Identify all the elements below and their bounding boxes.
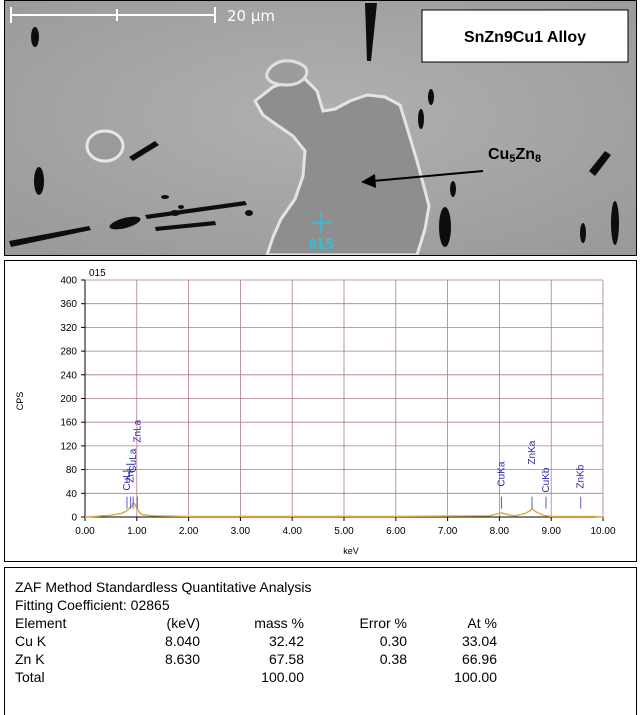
table-row: Zn K 8.630 67.58 0.38 66.96 [15, 650, 497, 668]
analysis-spot-crosshair [311, 213, 331, 233]
spectrum-title: 015 [89, 268, 106, 279]
cell-element: Zn K [15, 651, 45, 667]
x-tick-label: 3.00 [231, 526, 251, 537]
phase-arrow [372, 170, 484, 182]
cell-total-error [304, 668, 407, 686]
y-tick-label: 320 [60, 323, 77, 334]
dark-needles [9, 3, 619, 247]
phase-arrowhead [361, 174, 376, 188]
cell-kev: 8.040 [164, 633, 200, 649]
x-tick-label: 8.00 [490, 526, 510, 537]
x-tick-label: 9.00 [541, 526, 561, 537]
cu5zn8-phase [253, 77, 431, 255]
x-axis-title: keV [343, 546, 359, 556]
y-tick-label: 360 [60, 299, 77, 310]
eds-spectrum-chart: 0.00 1.00 2.00 3.00 4.00 5.00 6.00 7.00 8.00 9.00… [15, 268, 616, 556]
x-tick-label: 0.00 [75, 526, 95, 537]
col-header-element: Element [15, 615, 67, 631]
y-tick-label: 400 [60, 276, 77, 287]
table-row: Cu K 8.040 32.42 0.30 33.04 [15, 632, 497, 650]
y-tick-label: 200 [60, 394, 77, 405]
cell-error: 0.38 [379, 651, 407, 667]
method-title: ZAF Method Standardless Quantitative Ana… [15, 579, 312, 595]
micrograph-image: 20 µm SnZn9Cu1 Alloy Cu5Zn8 015 [5, 1, 636, 255]
y-tick-label: 0 [71, 513, 77, 524]
cell-mass: 67.58 [268, 651, 304, 667]
scale-bar [10, 7, 216, 23]
fitting-coefficient: Fitting Coefficient: 02865 [15, 597, 170, 613]
scale-bar-label: 20 µm [227, 7, 275, 25]
cell-total-at: 100.00 [454, 669, 497, 685]
peak-label: ZnKb [576, 464, 587, 488]
analysis-spot-label: 015 [308, 237, 333, 253]
cell-at: 33.04 [461, 633, 497, 649]
cell-total-label: Total [15, 669, 45, 685]
cell-kev: 8.630 [164, 651, 200, 667]
x-tick-label: 6.00 [386, 526, 406, 537]
peak-label: CuLa [128, 448, 139, 472]
y-tick-label: 80 [66, 465, 78, 476]
quant-table: Element (keV) mass % Error % At % Cu K 8… [15, 614, 497, 686]
col-header-at: At % [467, 615, 497, 631]
y-tick-label: 240 [60, 370, 77, 381]
cell-element: Cu K [15, 633, 47, 649]
grid [84, 279, 604, 518]
peak-label: ZnLl [126, 463, 137, 482]
alloy-label-box [421, 9, 629, 63]
table-header-row: Element (keV) mass % Error % At % [15, 614, 497, 632]
cell-total-mass: 100.00 [261, 669, 304, 685]
small-particle [85, 129, 125, 163]
x-tick-label: 2.00 [179, 526, 199, 537]
y-tick-label: 160 [60, 418, 77, 429]
cell-at: 66.96 [461, 651, 497, 667]
sem-micrograph: 20 µm SnZn9Cu1 Alloy Cu5Zn8 015 [4, 0, 637, 256]
cell-total-kev [120, 668, 200, 686]
x-tick-label: 10.00 [590, 526, 615, 537]
quantitative-analysis-panel: ZAF Method Standardless Quantitative Ana… [4, 567, 637, 715]
peak-label: CuKa [496, 461, 507, 486]
x-tick-label: 5.00 [334, 526, 354, 537]
col-header-error: Error % [359, 615, 407, 631]
peak-label: CuKb [541, 467, 552, 492]
table-total-row: Total 100.00 100.00 [15, 668, 497, 686]
y-tick-label: 120 [60, 441, 77, 452]
col-header-mass: mass % [254, 615, 304, 631]
axes: 0.00 1.00 2.00 3.00 4.00 5.00 6.00 7.00 8.00 9.00… [60, 276, 616, 538]
cell-error: 0.30 [379, 633, 407, 649]
phase-label: Cu5Zn8 [488, 146, 541, 165]
x-tick-label: 7.00 [438, 526, 458, 537]
y-tick-label: 280 [60, 347, 77, 358]
eds-spectrum-panel: 0.00 1.00 2.00 3.00 4.00 5.00 6.00 7.00 8.00 9.00… [4, 260, 637, 562]
peak-label: CuLl [122, 470, 133, 491]
col-header-kev: (keV) [166, 615, 200, 631]
alloy-label: SnZn9Cu1 Alloy [464, 29, 586, 46]
peak-label: ZnLa [132, 419, 143, 442]
x-tick-label: 1.00 [127, 526, 147, 537]
y-tick-label: 40 [66, 489, 78, 500]
cell-mass: 32.42 [268, 633, 304, 649]
x-tick-label: 4.00 [282, 526, 302, 537]
peak-label: ZnKa [527, 440, 538, 464]
y-axis-title: CPS [15, 392, 25, 411]
